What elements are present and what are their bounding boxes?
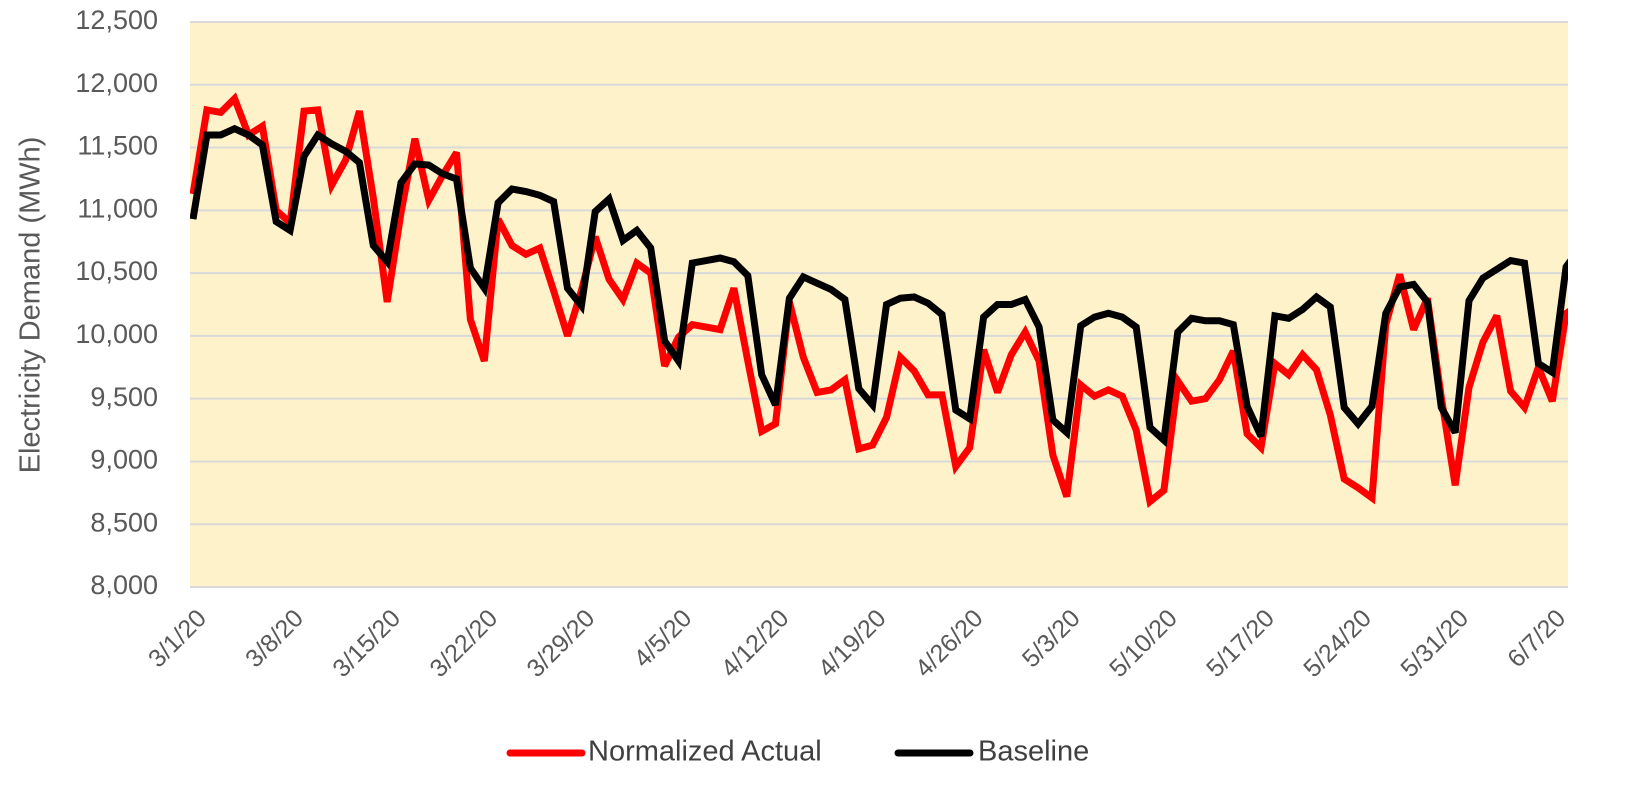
- legend-label: Normalized Actual: [588, 736, 822, 768]
- y-tick-label: 8,500: [90, 507, 158, 537]
- y-tick-label: 12,000: [75, 68, 158, 98]
- series-line: [190, 92, 1568, 509]
- x-tick-label: 5/31/20: [1395, 604, 1474, 683]
- x-tick-label: 4/12/20: [716, 604, 795, 683]
- y-tick-label: 9,500: [90, 382, 158, 412]
- series-line: [190, 124, 1568, 448]
- y-tick-label: 12,500: [75, 5, 158, 35]
- x-tick-label: 4/19/20: [813, 604, 892, 683]
- y-tick-label: 11,500: [77, 131, 158, 161]
- x-tick-label: 5/10/20: [1104, 604, 1183, 683]
- x-tick-label: 3/1/20: [143, 604, 212, 673]
- plot-background: [190, 22, 1568, 587]
- y-axis-title: Electricity Demand (MWh): [15, 137, 47, 474]
- x-tick-label: 3/22/20: [424, 604, 503, 683]
- x-tick-label: 6/7/20: [1502, 604, 1571, 673]
- x-tick-label: 5/24/20: [1298, 604, 1377, 683]
- y-tick-label: 11,000: [77, 193, 158, 223]
- x-tick-label: 5/17/20: [1201, 604, 1280, 683]
- x-tick-label: 3/8/20: [240, 604, 309, 673]
- x-tick-label: 5/3/20: [1017, 604, 1086, 673]
- lines: [190, 92, 1568, 509]
- y-tick-label: 10,500: [75, 256, 158, 286]
- x-tick-label: 3/29/20: [521, 604, 600, 683]
- x-tick-label: 4/5/20: [628, 604, 697, 673]
- y-tick-label: 9,000: [90, 445, 158, 475]
- x-tick-label: 4/26/20: [910, 604, 989, 683]
- x-tick-label: 3/15/20: [327, 604, 406, 683]
- y-tick-label: 8,000: [90, 570, 158, 600]
- y-tick-label: 10,000: [75, 319, 158, 349]
- legend-label: Baseline: [978, 736, 1089, 768]
